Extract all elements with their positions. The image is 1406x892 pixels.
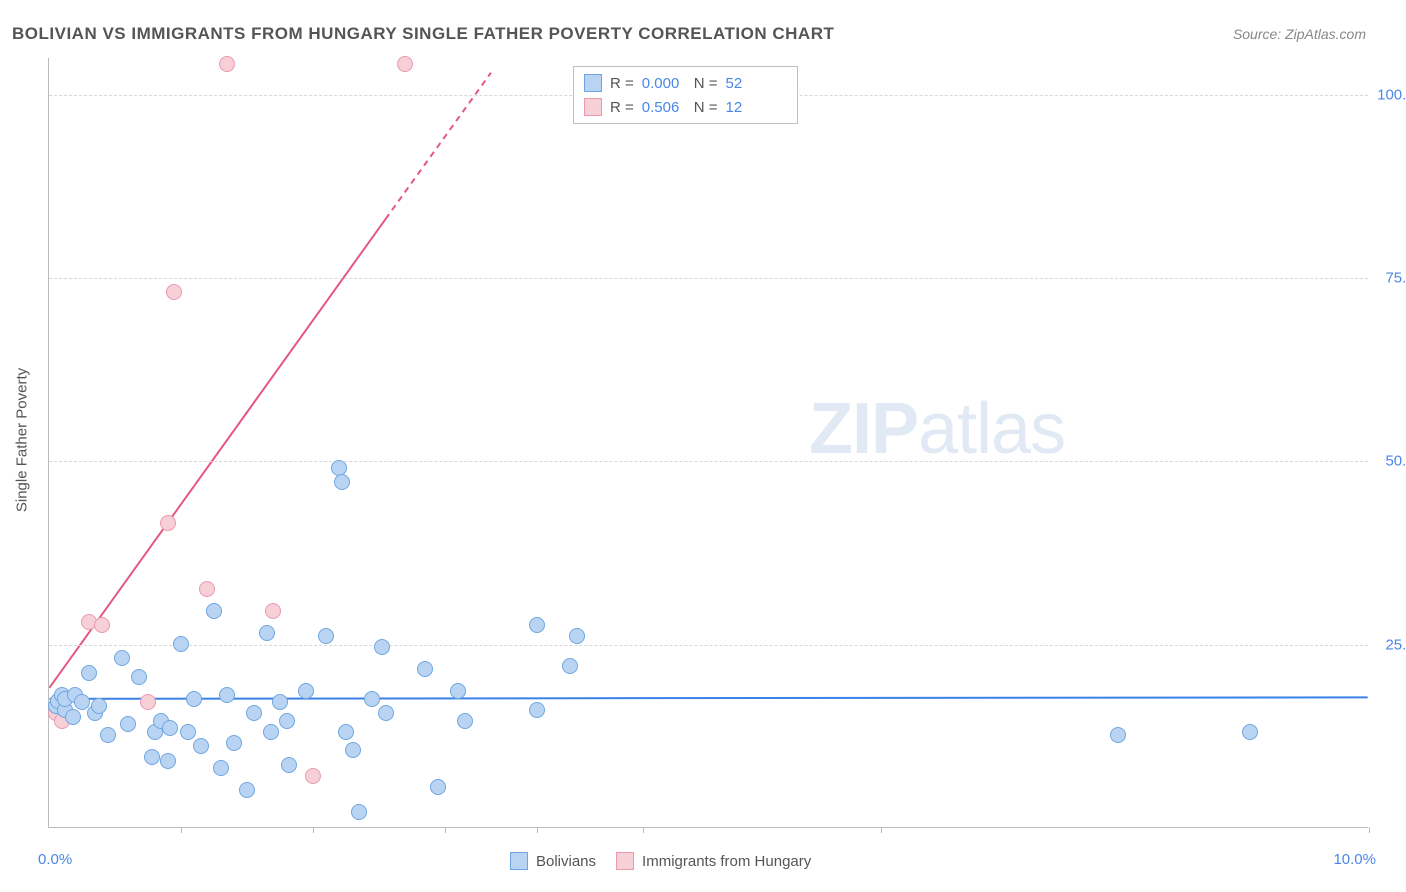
data-point-bolivians [430,779,446,795]
data-point-hungary [140,694,156,710]
source-label: Source: ZipAtlas.com [1233,26,1366,42]
legend-swatch-hungary [616,852,634,870]
data-point-bolivians [562,658,578,674]
legend-swatch-hungary [584,98,602,116]
data-point-bolivians [160,753,176,769]
yaxis-tick-label: 100.0% [1373,86,1406,103]
data-point-bolivians [450,683,466,699]
data-point-bolivians [246,705,262,721]
n-label: N = [694,75,718,92]
legend-swatch-bolivians [584,74,602,92]
legend-label-hungary: Immigrants from Hungary [642,853,811,870]
data-point-bolivians [100,727,116,743]
data-point-bolivians [173,636,189,652]
xaxis-tick [1369,827,1370,833]
data-point-bolivians [331,460,347,476]
data-point-hungary [94,617,110,633]
data-point-hungary [166,284,182,300]
xaxis-tick [643,827,644,833]
data-point-hungary [219,56,235,72]
data-point-bolivians [81,665,97,681]
data-point-bolivians [206,603,222,619]
gridline [49,461,1368,462]
yaxis-tick-label: 50.0% [1373,453,1406,470]
data-point-bolivians [193,738,209,754]
xaxis-max-label: 10.0% [1333,851,1376,868]
legend-row-bolivians: R = 0.000 N = 52 [584,71,787,95]
data-point-bolivians [263,724,279,740]
yaxis-title: Single Father Poverty [14,368,31,512]
watermark-zip: ZIP [809,389,918,469]
yaxis-tick-label: 75.0% [1373,270,1406,287]
legend-swatch-bolivians [510,852,528,870]
xaxis-tick [313,827,314,833]
data-point-hungary [397,56,413,72]
xaxis-tick [881,827,882,833]
legend-row-hungary: R = 0.506 N = 12 [584,95,787,119]
data-point-bolivians [345,742,361,758]
data-point-bolivians [318,628,334,644]
data-point-bolivians [281,757,297,773]
watermark-atlas: atlas [918,389,1065,469]
xaxis-tick [445,827,446,833]
data-point-bolivians [120,716,136,732]
data-point-bolivians [298,683,314,699]
data-point-bolivians [334,474,350,490]
data-point-bolivians [272,694,288,710]
data-point-bolivians [239,782,255,798]
legend-item-hungary: Immigrants from Hungary [616,852,811,870]
trend-line [49,697,1367,698]
data-point-hungary [199,581,215,597]
data-point-bolivians [351,804,367,820]
data-point-bolivians [1110,727,1126,743]
xaxis-tick [537,827,538,833]
r-label: R = [610,99,634,116]
chart-title: BOLIVIAN VS IMMIGRANTS FROM HUNGARY SING… [12,24,834,44]
yaxis-tick-label: 25.0% [1373,636,1406,653]
data-point-bolivians [378,705,394,721]
xaxis-min-label: 0.0% [38,851,72,868]
data-point-bolivians [131,669,147,685]
data-point-bolivians [162,720,178,736]
data-point-bolivians [180,724,196,740]
r-value-bolivians: 0.000 [642,75,686,92]
data-point-bolivians [374,639,390,655]
data-point-bolivians [279,713,295,729]
data-point-bolivians [569,628,585,644]
correlation-legend: R = 0.000 N = 52 R = 0.506 N = 12 [573,66,798,124]
series-legend: Bolivians Immigrants from Hungary [510,852,811,870]
watermark: ZIPatlas [809,388,1065,470]
legend-item-bolivians: Bolivians [510,852,596,870]
data-point-bolivians [338,724,354,740]
data-point-bolivians [144,749,160,765]
data-point-hungary [265,603,281,619]
data-point-bolivians [529,617,545,633]
r-label: R = [610,75,634,92]
data-point-bolivians [529,702,545,718]
data-point-bolivians [219,687,235,703]
n-value-bolivians: 52 [726,75,770,92]
legend-label-bolivians: Bolivians [536,853,596,870]
xaxis-tick [181,827,182,833]
gridline [49,645,1368,646]
n-label: N = [694,99,718,116]
data-point-hungary [305,768,321,784]
data-point-bolivians [226,735,242,751]
data-point-bolivians [114,650,130,666]
r-value-hungary: 0.506 [642,99,686,116]
data-point-bolivians [457,713,473,729]
n-value-hungary: 12 [726,99,770,116]
data-point-bolivians [186,691,202,707]
data-point-bolivians [65,709,81,725]
data-point-bolivians [364,691,380,707]
data-point-bolivians [1242,724,1258,740]
data-point-bolivians [91,698,107,714]
data-point-bolivians [417,661,433,677]
chart-plot-area: ZIPatlas 25.0%50.0%75.0%100.0% [48,58,1368,828]
data-point-hungary [160,515,176,531]
data-point-bolivians [213,760,229,776]
gridline [49,278,1368,279]
data-point-bolivians [259,625,275,641]
